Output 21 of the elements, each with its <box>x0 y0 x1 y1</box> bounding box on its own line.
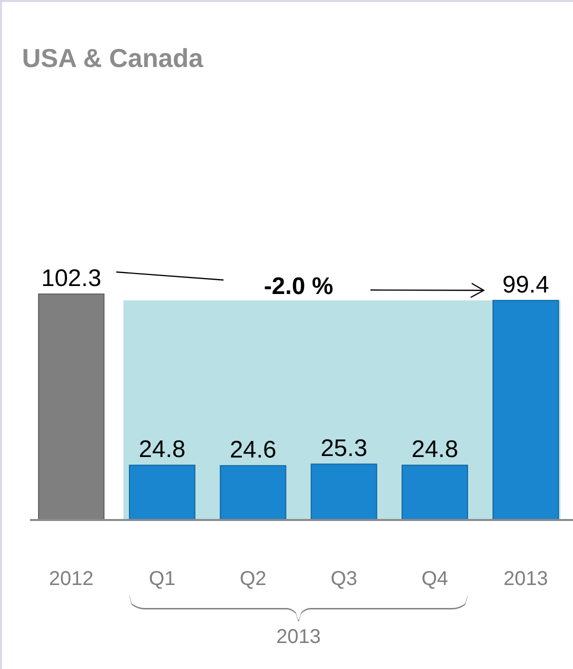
chart-title: USA & Canada <box>22 43 204 73</box>
bar <box>128 464 196 520</box>
x-tick-label: Q4 <box>421 568 448 590</box>
bar <box>310 464 378 520</box>
x-tick-label: Q2 <box>240 568 266 590</box>
text: 2013 <box>276 626 321 648</box>
data-label: 24.8 <box>411 436 458 464</box>
data-label: 102.3 <box>41 265 102 292</box>
annotation: -2.0 % <box>264 273 334 300</box>
x-tick-label: Q1 <box>148 568 176 590</box>
x-tick-label: 2012 <box>49 568 94 590</box>
data-label: 24.8 <box>138 436 186 464</box>
bar <box>492 300 559 520</box>
bar <box>38 294 104 520</box>
x-tick-label: 2013 <box>503 568 548 590</box>
x-tick-label: Q3 <box>330 568 358 590</box>
data-label: 25.3 <box>320 435 368 462</box>
bar <box>402 464 468 520</box>
bar <box>220 465 286 520</box>
data-label: 99.4 <box>502 271 550 298</box>
data-label: 24.6 <box>230 436 276 464</box>
